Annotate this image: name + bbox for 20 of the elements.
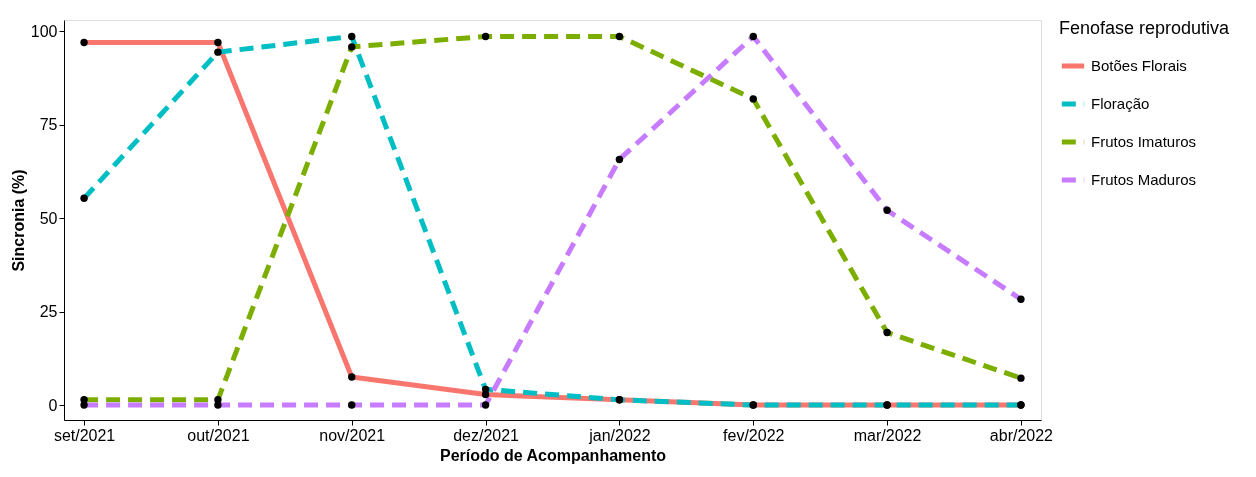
legend-label: Frutos Maduros — [1091, 171, 1197, 188]
y-tick-label: 50 — [39, 209, 58, 227]
x-tick-label: mar/2022 — [853, 426, 922, 444]
x-tick-label: abr/2022 — [989, 426, 1054, 444]
x-axis-title: Período de Acompanhamento — [439, 446, 667, 464]
legend-label: Frutos Imaturos — [1091, 133, 1197, 150]
legend-title: Fenofase reprodutiva — [1059, 18, 1231, 38]
x-tick-label: fev/2022 — [723, 426, 785, 444]
y-tick-label: 25 — [39, 303, 58, 321]
y-tick-label: 100 — [30, 22, 58, 40]
y-axis-title: Sincronia (%) — [9, 169, 27, 272]
x-tick-label: out/2021 — [187, 426, 250, 444]
y-tick-label: 0 — [48, 396, 58, 414]
legend-label: Botões Florais — [1091, 57, 1187, 74]
y-tick-label: 75 — [39, 116, 58, 134]
x-tick-label: set/2021 — [53, 426, 116, 444]
x-tick-label: jan/2022 — [588, 426, 651, 444]
legend-label: Floração — [1091, 95, 1150, 112]
x-tick-label: nov/2021 — [319, 426, 386, 444]
x-tick-label: dez/2021 — [453, 426, 520, 444]
